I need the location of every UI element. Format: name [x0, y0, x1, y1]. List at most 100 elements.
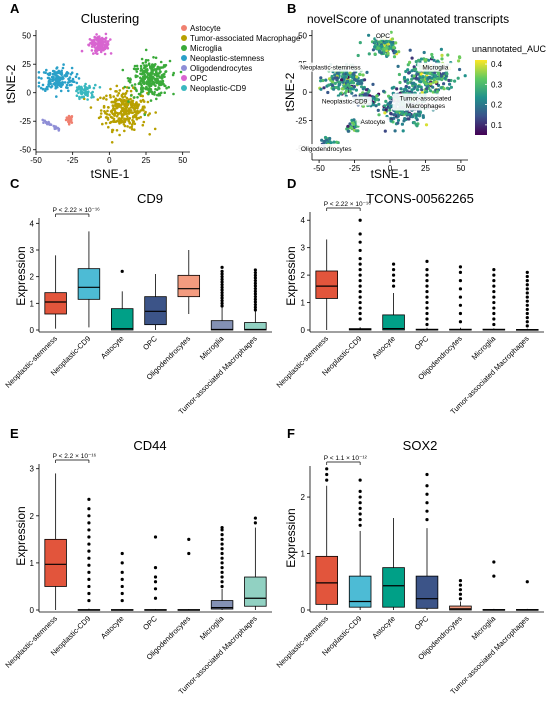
- panel-a-point: [75, 86, 79, 89]
- panel-b-point: [341, 80, 345, 84]
- panel-a-point: [75, 94, 79, 97]
- panel-a-point: [99, 109, 103, 112]
- panel-c-pvalue: P < 2.22 × 10⁻¹⁶: [53, 207, 101, 214]
- panel-b-point: [425, 87, 429, 91]
- panel-a-xtick-label: -25: [67, 156, 79, 165]
- panel-f-outlier: [525, 580, 529, 584]
- panel-d-outlier: [358, 248, 362, 253]
- panel-d-outlier: [525, 316, 529, 320]
- panel-a-point: [109, 96, 112, 99]
- panel-a-point: [75, 88, 79, 92]
- panel-b-point: [377, 113, 381, 117]
- panel-b-point: [422, 50, 426, 55]
- panel-b-point: [367, 90, 371, 94]
- panel-b-xtick-label: 25: [421, 164, 430, 173]
- panel-a-point: [65, 71, 69, 74]
- panel-b-point: [364, 88, 369, 92]
- panel-b-point: [354, 88, 358, 92]
- panel-b-point: [397, 50, 401, 54]
- panel-b-point: [430, 55, 434, 60]
- panel-a-point: [107, 106, 110, 109]
- panel-a-point: [163, 75, 166, 78]
- panel-a-point: [40, 77, 43, 80]
- panel-a-point: [144, 58, 148, 62]
- panel-b-point: [377, 40, 381, 45]
- panel-a-point: [148, 65, 152, 69]
- panel-e-box: [210, 600, 234, 610]
- panel-a-point: [145, 80, 149, 83]
- panel-b-point: [379, 51, 383, 55]
- panel-c-ylabel: Expression: [14, 246, 28, 305]
- panel-a-point: [99, 50, 103, 54]
- panel-b-point: [429, 82, 433, 86]
- panel-b-point: [439, 86, 443, 90]
- panel-e-outlier: [120, 577, 124, 581]
- panel-f-outlier: [425, 518, 429, 522]
- panel-c-outlier: [220, 285, 224, 289]
- panel-a-point: [90, 96, 93, 99]
- panel-a-point: [168, 59, 172, 63]
- panel-b-point: [428, 71, 432, 75]
- panel-a-point: [120, 94, 124, 98]
- panel-b-point: [407, 86, 411, 90]
- panel-b-ytick-label: 50: [298, 32, 307, 41]
- panel-b-title: novelScore of unannotated transcripts: [307, 12, 509, 26]
- panel-a-point: [149, 99, 153, 102]
- panel-a-point: [136, 96, 139, 99]
- panel-b-label-bg: [356, 116, 390, 126]
- panel-a-point: [123, 95, 127, 98]
- panel-b-ytick-label: -25: [295, 116, 307, 125]
- panel-c-outlier: [220, 275, 224, 279]
- panel-a-point: [141, 123, 145, 127]
- panel-a-point: [46, 87, 49, 91]
- panel-b-point: [436, 60, 440, 64]
- panel-f-outlier: [458, 592, 463, 596]
- panel-a-point: [111, 128, 115, 132]
- panel-b-point: [399, 87, 403, 91]
- panel-c-category-label: Astocyte: [99, 334, 126, 361]
- panel-b-point: [390, 104, 394, 108]
- panel-d-outlier: [358, 289, 362, 294]
- panel-a-point: [118, 89, 122, 92]
- panel-a-point: [90, 91, 93, 95]
- panel-a-point: [46, 122, 49, 126]
- panel-a-point: [160, 83, 163, 86]
- panel-a-ytick-label: 50: [22, 32, 31, 41]
- panel-e-outlier: [87, 535, 91, 539]
- panel-b-point: [416, 84, 420, 89]
- panel-b-point: [376, 108, 380, 112]
- panel-d-box: [315, 270, 338, 299]
- panel-a-point: [132, 67, 136, 71]
- panel-b-point: [319, 87, 323, 91]
- panel-a-point: [144, 65, 147, 69]
- panel-b-point: [394, 50, 398, 54]
- panel-d-outlier: [458, 270, 463, 274]
- panel-a-point: [147, 83, 150, 87]
- panel-d-outlier: [492, 317, 496, 321]
- panel-a-point: [107, 125, 110, 129]
- panel-a-point: [42, 121, 45, 124]
- panel-a-point: [61, 66, 65, 70]
- panel-b-point: [376, 46, 380, 50]
- panel-c-outlier: [220, 269, 224, 273]
- panel-c-outlier: [253, 295, 257, 299]
- panel-b-points: [318, 30, 467, 151]
- panel-a-point: [147, 62, 151, 65]
- panel-d-outlier: [458, 279, 463, 283]
- panel-b-point: [415, 113, 419, 117]
- panel-c-outlier: [220, 301, 224, 305]
- panel-d-outlier: [358, 279, 362, 283]
- panel-a-xtick-label: -50: [30, 156, 42, 165]
- panel-a-point: [80, 92, 83, 95]
- panel-a-point: [49, 85, 53, 89]
- panel-b-point: [412, 65, 416, 69]
- panel-b-point: [382, 89, 386, 93]
- panel-e-outlier: [220, 537, 224, 541]
- panel-a-legend-swatch: [181, 55, 187, 61]
- panel-e-outlier: [187, 537, 191, 541]
- panel-a-point: [117, 117, 120, 121]
- panel-d-outlier: [391, 284, 396, 288]
- panel-d-outlier: [492, 268, 496, 272]
- panel-a-point: [103, 40, 107, 44]
